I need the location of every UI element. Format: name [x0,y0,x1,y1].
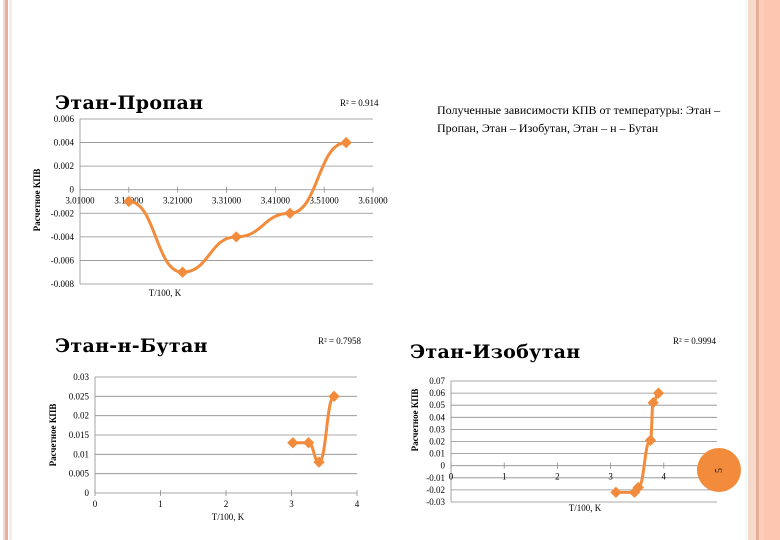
x-tick-label: 3 [289,499,294,509]
data-point-marker [176,266,189,278]
y-tick-label: 0.006 [54,114,75,124]
data-point-marker [287,437,299,449]
y-tick-label: -0.004 [51,232,75,242]
data-point-marker [284,207,296,219]
data-point-marker [632,481,644,494]
x-tick-label: 2 [555,472,560,482]
y-tick-label: 0.01 [429,449,445,459]
y-tick-label: 0.004 [54,138,75,148]
x-tick-label: 0 [93,499,98,509]
series-line [292,394,336,464]
left-border-stripe [5,0,8,540]
x-tick-label: 2 [224,499,229,509]
x-tick-label: 1 [502,472,507,482]
y-axis-label: Расчетное КПВ [410,389,420,452]
right-border-stripe [759,0,764,540]
data-point-marker [123,195,135,208]
x-tick-label: 0 [449,472,454,482]
y-tick-label: 0.002 [54,161,74,171]
right-border-band [764,0,780,540]
page-number-badge: 5 [697,448,741,492]
y-tick-label: 0.07 [429,376,445,386]
y-tick-label: 0.03 [429,424,445,434]
x-tick-label: 3.21000 [163,196,193,206]
y-tick-label: 0.015 [69,430,90,440]
right-border-stripe [745,0,748,540]
r2-ethane-isobutane: R² = 0.9994 [673,336,717,346]
y-tick-label: -0.03 [426,497,445,507]
y-tick-label: 0 [441,461,446,471]
chart-title-ethane-isobutane: Этан-Изобутан [410,341,581,363]
y-tick-label: 0.06 [429,388,445,398]
series-line [128,141,347,274]
y-tick-label: 0 [70,185,75,195]
data-point-marker [313,456,325,468]
x-tick-label: 3.51000 [310,196,340,206]
x-tick-label: 3.61000 [358,196,388,206]
data-point-marker [647,397,659,409]
y-axis-label: Расчетное КПВ [48,404,58,467]
y-tick-label: 0.04 [429,412,445,422]
x-tick-label: 3.41000 [261,196,291,206]
x-axis-label: T/100, K [149,288,182,298]
data-point-marker [610,486,622,498]
y-tick-label: 0.05 [429,400,445,410]
y-tick-label: -0.002 [51,208,74,218]
page-number: 5 [713,467,725,473]
x-tick-label: 1 [158,499,163,509]
x-axis-label: T/100, K [569,503,602,513]
y-tick-label: 0.025 [69,391,90,401]
y-tick-label: -0.006 [51,255,75,265]
left-border-stripe [9,0,12,540]
y-tick-label: 0.01 [73,449,89,459]
x-axis-label: T/100, K [212,512,245,522]
slide-heading: Полученные зависимости КПВ от температур… [437,103,721,135]
x-tick-label: 4 [662,472,667,482]
x-tick-label: 3.31000 [212,196,242,206]
y-axis-label: Расчетное КПВ [32,169,42,232]
y-tick-label: 0.005 [69,469,90,479]
y-tick-label: -0.02 [426,485,445,495]
chart-title-ethane-n-butane: Этан-н-Бутан [55,335,208,357]
left-border-stripe [3,0,5,540]
chart-title-ethane-propane: Этан-Пропан [55,92,204,114]
y-tick-label: -0.01 [426,473,445,483]
data-point-marker [652,387,665,399]
right-border-stripe [748,0,756,540]
data-point-marker [644,434,657,446]
data-point-marker [328,390,340,402]
y-tick-label: 0.02 [429,437,445,447]
x-tick-label: 3 [608,472,613,482]
data-point-marker [230,231,242,243]
r2-ethane-n-butane: R² = 0.7958 [318,336,362,346]
y-tick-label: 0.03 [73,372,89,382]
x-tick-label: 3.01000 [65,196,95,206]
r2-ethane-propane: R² = 0.914 [340,98,379,108]
data-point-marker [302,437,315,449]
data-point-marker [340,136,352,149]
y-tick-label: 0.02 [73,411,89,421]
right-border-stripe [756,0,759,540]
x-tick-label: 4 [355,499,360,509]
y-tick-label: 0 [85,488,90,498]
y-tick-label: -0.008 [51,279,75,289]
